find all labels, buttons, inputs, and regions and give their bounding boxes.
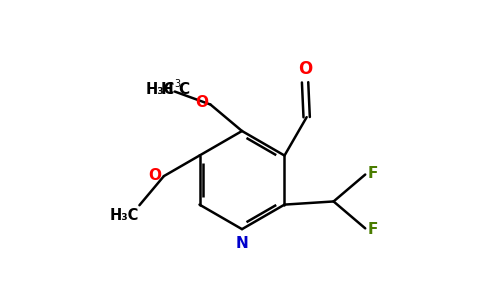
Text: 3: 3 xyxy=(174,79,180,89)
Text: H₃C: H₃C xyxy=(145,82,175,98)
Text: C: C xyxy=(179,82,190,97)
Text: O: O xyxy=(148,168,161,183)
Text: F: F xyxy=(368,222,378,237)
Text: H: H xyxy=(160,82,173,97)
Text: N: N xyxy=(236,236,248,251)
Text: O: O xyxy=(298,60,312,78)
Text: H₃C: H₃C xyxy=(110,208,139,223)
Text: O: O xyxy=(195,95,208,110)
Text: F: F xyxy=(368,166,378,181)
